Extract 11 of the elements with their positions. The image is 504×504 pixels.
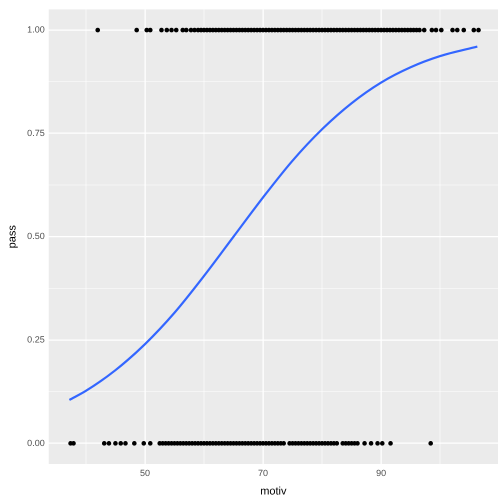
x-tick-label: 90 [376, 468, 386, 478]
y-axis-title: pass [6, 224, 19, 248]
x-tick-label: 70 [258, 468, 268, 478]
y-tick-label: 1.00 [27, 24, 45, 35]
x-tick-label: 50 [140, 468, 150, 478]
y-tick-label: 0.25 [27, 334, 45, 345]
y-tick-label: 0.00 [27, 438, 45, 448]
line-series [68, 45, 478, 402]
y-tick-label: 0.75 [27, 128, 45, 138]
x-axis-title: motiv [260, 485, 287, 498]
y-tick-label: 0.50 [27, 231, 45, 242]
